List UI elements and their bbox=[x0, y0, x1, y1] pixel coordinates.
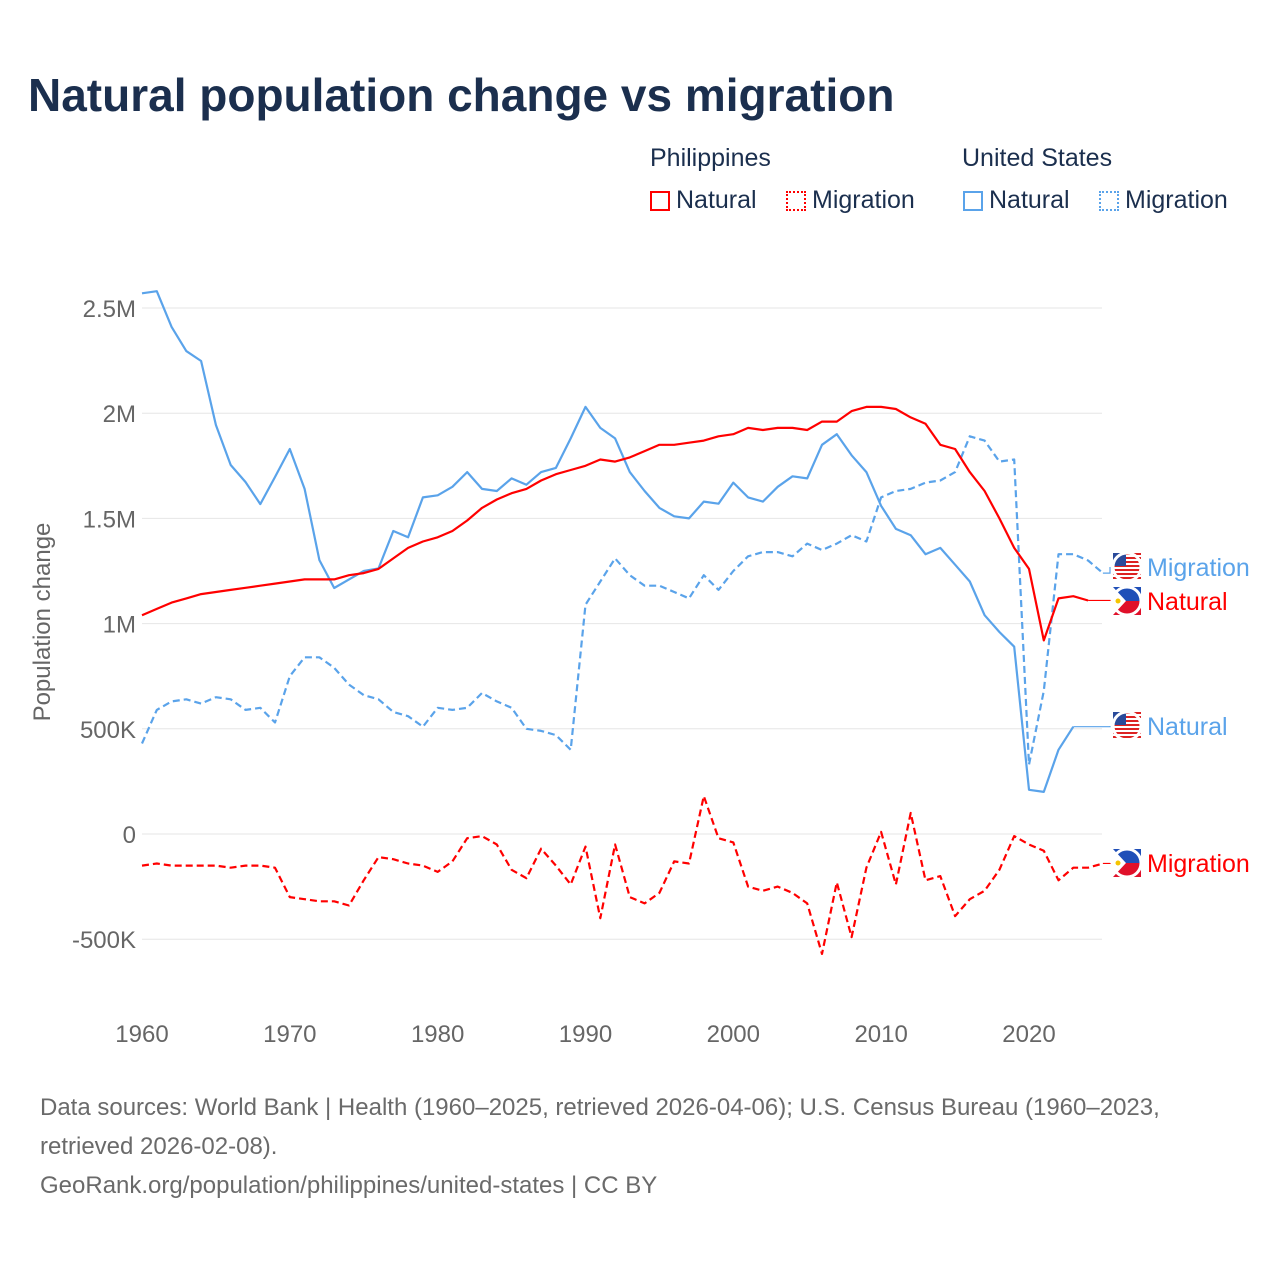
x-tick-label: 2010 bbox=[854, 1021, 907, 1048]
flag-stripe bbox=[1113, 728, 1141, 730]
y-tick-label: 2.5M bbox=[83, 296, 136, 323]
flag-stripe bbox=[1113, 569, 1141, 571]
legend-us-natural[interactable]: Natural bbox=[963, 186, 1070, 215]
us-flag-icon bbox=[1111, 551, 1143, 583]
x-tick-label: 1990 bbox=[559, 1021, 612, 1048]
flag-stripe bbox=[1113, 577, 1141, 579]
series-end-label: Migration bbox=[1147, 554, 1250, 582]
flag-stripe bbox=[1113, 720, 1141, 722]
flag-stripe bbox=[1113, 716, 1141, 718]
legend-label: Migration bbox=[1125, 186, 1228, 214]
y-tick-label: -500K bbox=[72, 927, 136, 954]
legend-us-migration[interactable]: Migration bbox=[1099, 186, 1228, 215]
y-tick-label: 1M bbox=[103, 612, 136, 639]
y-tick-label: 1.5M bbox=[83, 506, 136, 533]
legend-group-united-states: United States bbox=[962, 144, 1113, 172]
series-line-philippines-migration bbox=[141, 794, 1104, 956]
label-leader bbox=[1088, 599, 1111, 602]
series-line-united-states-migration bbox=[140, 435, 1104, 766]
x-tick-label: 1960 bbox=[115, 1021, 168, 1048]
chart-title: Natural population change vs migration bbox=[28, 69, 895, 121]
flag-sun bbox=[1115, 598, 1121, 604]
flag-stripe bbox=[1113, 573, 1141, 575]
legend-label: Migration bbox=[812, 186, 915, 214]
dotted-swatch-icon bbox=[1099, 190, 1119, 211]
credit-link[interactable]: GeoRank.org/population/philippines/unite… bbox=[40, 1172, 658, 1199]
series-line-philippines-natural bbox=[141, 405, 1089, 642]
data-sources: Data sources: World Bank | Health (1960–… bbox=[40, 1094, 1160, 1160]
legend-ph-migration[interactable]: Migration bbox=[786, 186, 915, 215]
solid-swatch-icon bbox=[650, 190, 670, 211]
flag-mask bbox=[1111, 710, 1143, 742]
label-leader bbox=[1102, 567, 1111, 574]
flag-stripe bbox=[1113, 557, 1141, 559]
flag-stripe bbox=[1113, 724, 1141, 726]
series-end-label: Natural bbox=[1147, 713, 1228, 741]
y-tick-label: 2M bbox=[103, 401, 136, 428]
y-axis-label: Population change bbox=[29, 523, 56, 722]
flag-stripe bbox=[1113, 561, 1141, 563]
ph-flag-icon bbox=[1111, 585, 1143, 617]
dotted-swatch-icon bbox=[786, 190, 806, 211]
x-tick-label: 1980 bbox=[411, 1021, 464, 1048]
series-end-label: Natural bbox=[1147, 588, 1228, 616]
footer: Data sources: World Bank | Health (1960–… bbox=[40, 1088, 1250, 1205]
flag-stripe bbox=[1113, 732, 1141, 734]
ph-flag-icon bbox=[1111, 847, 1143, 879]
flag-stripe bbox=[1113, 565, 1141, 567]
legend-label: Natural bbox=[989, 186, 1070, 214]
flag-mask bbox=[1111, 847, 1143, 879]
flag-stripe bbox=[1113, 736, 1141, 738]
flag-mask bbox=[1111, 585, 1143, 617]
label-leader bbox=[1073, 726, 1111, 728]
series-line-united-states-natural bbox=[141, 290, 1075, 794]
y-tick-label: 500K bbox=[80, 717, 136, 744]
legend-group-philippines: Philippines bbox=[650, 144, 771, 172]
x-tick-label: 1970 bbox=[263, 1021, 316, 1048]
legend-label: Natural bbox=[676, 186, 757, 214]
us-flag-icon bbox=[1111, 710, 1143, 742]
solid-swatch-icon bbox=[963, 190, 983, 211]
x-tick-label: 2000 bbox=[707, 1021, 760, 1048]
legend-ph-natural[interactable]: Natural bbox=[650, 186, 757, 215]
flag-mask bbox=[1111, 551, 1143, 583]
flag-sun bbox=[1115, 860, 1121, 866]
series-end-label: Migration bbox=[1147, 850, 1250, 878]
x-tick-label: 2020 bbox=[1002, 1021, 1055, 1048]
y-tick-label: 0 bbox=[123, 822, 136, 849]
